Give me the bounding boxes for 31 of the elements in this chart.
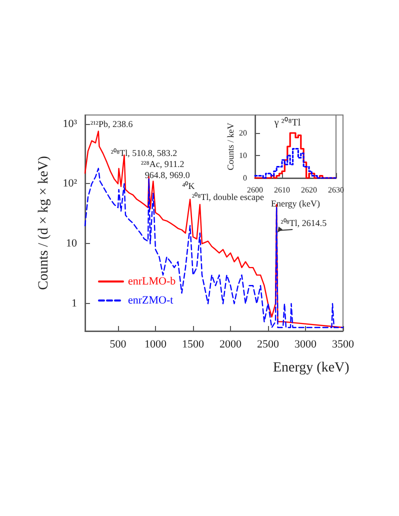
annotation: 964.8, 969.0 <box>144 170 190 180</box>
x-tick-label: 3000 <box>294 338 317 350</box>
annotation: ²⁰⁸Tl, double escape <box>192 192 264 202</box>
annotation: ²⁰⁸Tl, 510.8, 583.2 <box>110 148 178 158</box>
annotation: ²¹²Pb, 238.6 <box>90 118 134 129</box>
y-axis-title: Counts / (d × kg × keV) <box>36 156 52 290</box>
legend-label: enrLMO-b <box>128 276 176 288</box>
y-tick-label: 20 <box>239 128 247 138</box>
x-axis-title: Energy (keV) <box>273 360 350 376</box>
y-tick-label: 10 <box>239 151 247 160</box>
x-tick-label: 2610 <box>274 186 290 194</box>
y-tick-label: 10² <box>62 178 78 190</box>
annotation: ²²⁸Ac, 911.2 <box>140 159 184 170</box>
annotation: ²⁰⁸Tl, 2614.5 <box>280 218 328 228</box>
y-axis-title: Counts / keV <box>226 122 236 170</box>
x-tick-label: 2620 <box>301 186 317 194</box>
x-tick-label: 2500 <box>257 338 280 350</box>
legend-label: enrZMO-t <box>128 294 174 306</box>
x-tick-label: 500 <box>110 338 127 350</box>
x-tick-label: 2600 <box>247 186 263 194</box>
y-tick-label: 0 <box>243 174 247 182</box>
x-tick-label: 1000 <box>144 338 167 350</box>
x-tick-label: 1500 <box>182 338 204 350</box>
annotation: γ ²⁰⁸Tl <box>273 116 301 128</box>
x-tick-label: 3500 <box>332 338 354 350</box>
y-tick-label: 10 <box>66 238 78 250</box>
y-tick-label: 1 <box>72 298 77 310</box>
annotation: ⁴⁰K <box>182 181 196 192</box>
y-tick-label: 10³ <box>62 118 78 130</box>
x-tick-label: 2000 <box>220 338 242 350</box>
x-axis-title: Energy (keV) <box>270 198 320 208</box>
